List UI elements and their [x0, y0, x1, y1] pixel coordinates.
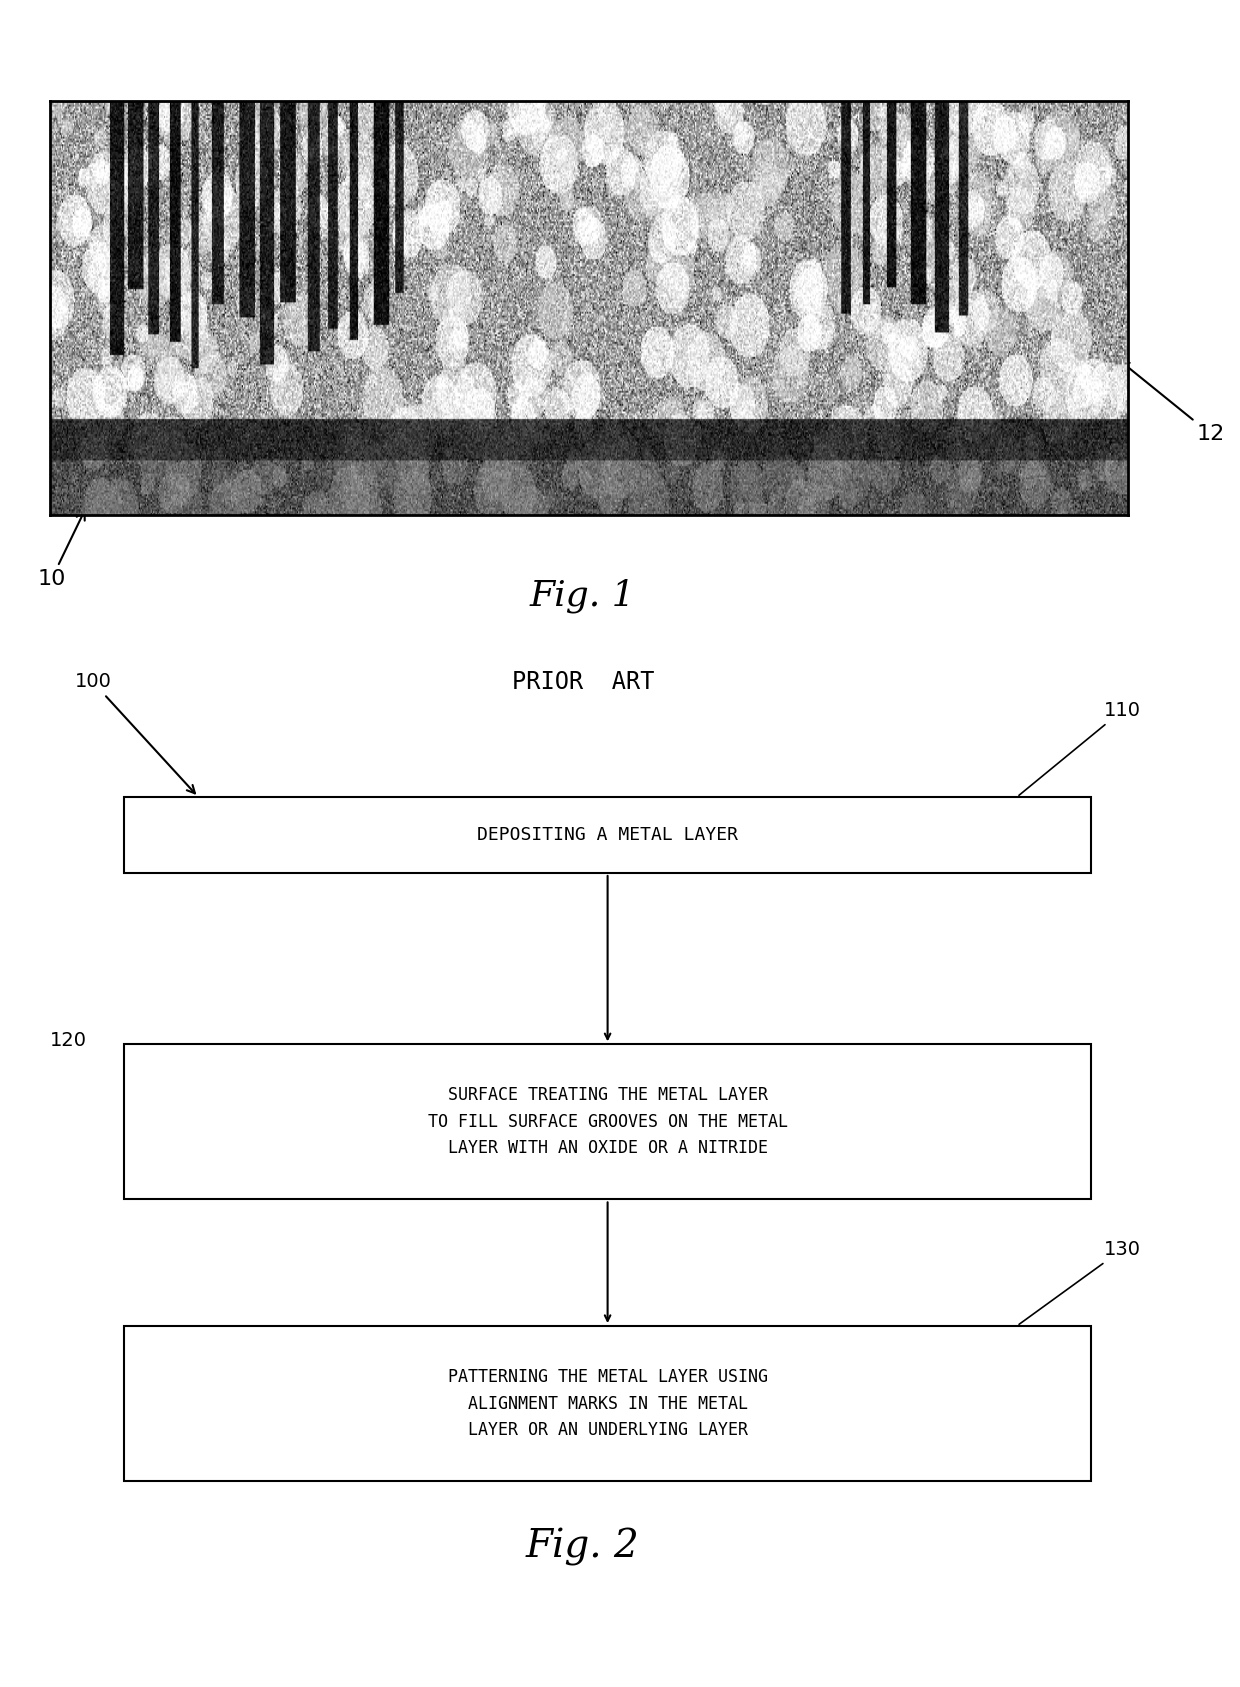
Text: Fig. 2: Fig. 2 — [526, 1528, 640, 1567]
Text: 100: 100 — [74, 673, 195, 793]
Text: DEPOSITING A METAL LAYER: DEPOSITING A METAL LAYER — [477, 827, 738, 844]
Text: 130: 130 — [1019, 1240, 1141, 1324]
FancyBboxPatch shape — [124, 798, 1091, 874]
FancyBboxPatch shape — [124, 1044, 1091, 1199]
Text: 10: 10 — [37, 511, 84, 589]
Text: 120: 120 — [50, 1031, 87, 1049]
Text: SURFACE TREATING THE METAL LAYER
TO FILL SURFACE GROOVES ON THE METAL
LAYER WITH: SURFACE TREATING THE METAL LAYER TO FILL… — [428, 1086, 787, 1157]
Text: 12: 12 — [1120, 361, 1225, 444]
Text: PRIOR  ART: PRIOR ART — [512, 670, 653, 693]
Text: 110: 110 — [1019, 702, 1141, 795]
Text: PATTERNING THE METAL LAYER USING
ALIGNMENT MARKS IN THE METAL
LAYER OR AN UNDERL: PATTERNING THE METAL LAYER USING ALIGNME… — [448, 1368, 768, 1439]
FancyBboxPatch shape — [124, 1326, 1091, 1481]
Text: Fig. 1: Fig. 1 — [529, 579, 636, 612]
